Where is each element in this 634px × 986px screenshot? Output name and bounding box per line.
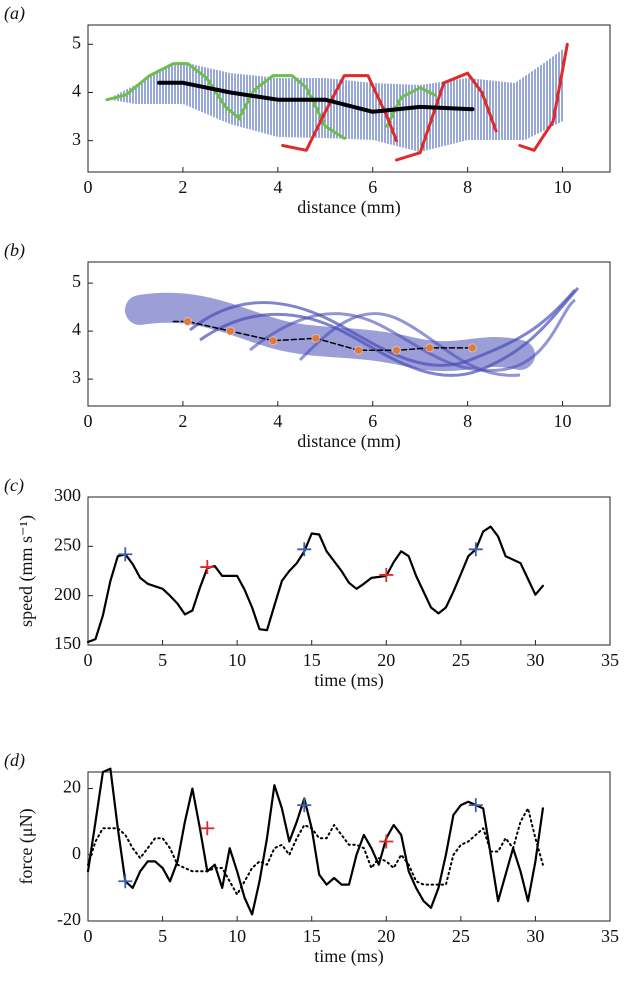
x-tick-label: 8 (463, 177, 472, 197)
x-tick-label: 2 (178, 411, 187, 431)
x-axis-label: distance (mm) (297, 197, 400, 218)
panel-label: (d) (4, 750, 25, 771)
y-axis-label: force (μN) (16, 808, 37, 884)
x-tick-label: 2 (178, 177, 187, 197)
series-line (105, 62, 242, 121)
series-line (385, 86, 436, 128)
x-tick-label: 10 (554, 177, 572, 197)
x-axis-label: time (ms) (314, 946, 384, 967)
x-axis-label: distance (mm) (297, 431, 400, 452)
marker (468, 542, 483, 557)
point (467, 343, 477, 353)
y-axis-label: speed (mm s⁻¹) (16, 515, 37, 627)
y-tick-label: -20 (57, 909, 81, 929)
x-tick-label: 0 (84, 411, 93, 431)
y-tick-label: 4 (72, 319, 81, 339)
panel-label: (a) (4, 3, 25, 24)
x-tick-label: 25 (452, 650, 470, 670)
x-tick-label: 0 (84, 650, 93, 670)
x-tick-label: 10 (554, 411, 572, 431)
y-tick-label: 300 (54, 485, 81, 505)
x-tick-label: 20 (377, 650, 395, 670)
x-tick-label: 30 (526, 650, 544, 670)
series-line (87, 807, 544, 896)
x-tick-label: 6 (368, 177, 377, 197)
point (353, 345, 363, 355)
point (311, 333, 321, 343)
series-line (86, 767, 544, 916)
y-tick-label: 5 (72, 32, 81, 52)
marker (118, 874, 133, 889)
series-line (281, 74, 398, 152)
marker (379, 834, 394, 849)
panel-label: (c) (4, 475, 24, 496)
x-tick-label: 20 (377, 926, 395, 946)
y-tick-label: 0 (72, 843, 81, 863)
marker (200, 821, 215, 836)
x-tick-label: 6 (368, 411, 377, 431)
axes-frame (87, 24, 611, 173)
body-mesh (112, 49, 563, 152)
y-tick-label: 20 (63, 777, 81, 797)
body-trace (125, 287, 580, 377)
axes-frame (87, 771, 611, 922)
series-line (157, 80, 475, 114)
x-tick-label: 0 (84, 926, 93, 946)
marker (297, 542, 312, 557)
x-tick-label: 8 (463, 411, 472, 431)
x-tick-label: 35 (601, 650, 619, 670)
marker (297, 798, 312, 813)
y-tick-label: 250 (54, 534, 81, 554)
point (391, 345, 401, 355)
axes-frame (87, 496, 611, 646)
x-tick-label: 30 (526, 926, 544, 946)
point (183, 317, 193, 327)
panel-label: (b) (4, 240, 25, 261)
point (268, 336, 278, 346)
series-line (395, 71, 498, 162)
y-tick-label: 3 (72, 367, 81, 387)
x-axis-label: time (ms) (314, 670, 384, 691)
point (425, 343, 435, 353)
x-tick-label: 0 (84, 177, 93, 197)
x-tick-label: 5 (158, 926, 167, 946)
marker (118, 547, 133, 562)
x-tick-label: 25 (452, 926, 470, 946)
axes-frame (87, 261, 611, 407)
marker (379, 567, 394, 582)
x-tick-label: 4 (273, 411, 282, 431)
series-line (238, 74, 346, 140)
point (225, 326, 235, 336)
x-tick-label: 15 (303, 926, 321, 946)
y-tick-label: 3 (72, 129, 81, 149)
x-tick-label: 10 (228, 650, 246, 670)
y-tick-label: 200 (54, 584, 81, 604)
x-tick-label: 4 (273, 177, 282, 197)
series-line (518, 42, 569, 152)
y-tick-label: 150 (54, 633, 81, 653)
y-tick-label: 5 (72, 271, 81, 291)
x-tick-label: 15 (303, 650, 321, 670)
x-tick-label: 10 (228, 926, 246, 946)
x-tick-label: 35 (601, 926, 619, 946)
x-tick-label: 5 (158, 650, 167, 670)
y-tick-label: 4 (72, 81, 81, 101)
series-line (86, 525, 544, 644)
marker (200, 560, 215, 575)
marker (468, 798, 483, 813)
